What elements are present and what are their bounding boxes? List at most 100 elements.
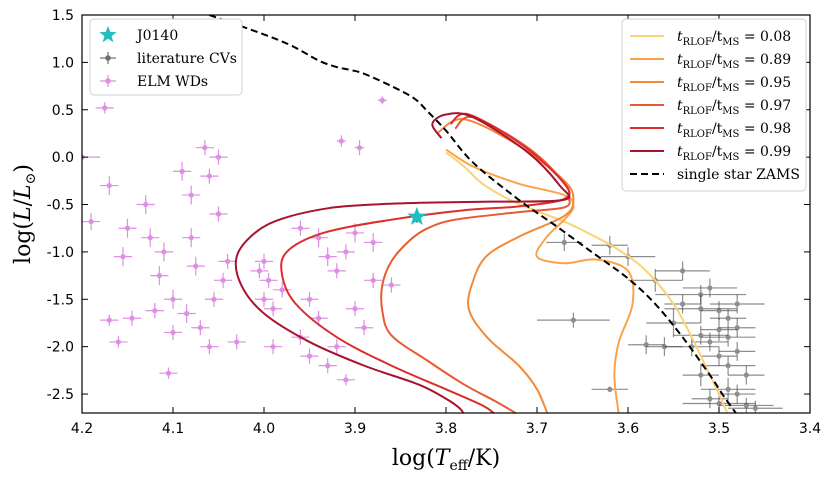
elm-wd-point: [273, 282, 292, 298]
literature-cv-point: [719, 384, 756, 404]
legend-label-part: /t: [712, 52, 723, 68]
x-tick-label: 3.5: [708, 421, 730, 437]
legend-label-part: RLOF: [683, 83, 712, 94]
y-tick-label: -2.5: [47, 387, 74, 403]
literature-cv-point: [655, 261, 710, 281]
legend-label: J0140: [135, 28, 178, 44]
elm-wd-point: [150, 266, 169, 286]
legend-label-part: /t: [712, 144, 723, 160]
elm-wd-point: [200, 339, 219, 355]
elm-wd-point: [345, 301, 365, 317]
elm-wd-point: [141, 228, 160, 248]
elm-wd-point: [364, 272, 383, 288]
legend-label-part: MS: [722, 60, 739, 71]
elm-wd-point: [336, 244, 355, 260]
zams-line: [209, 15, 738, 413]
errorbar-point-icon: [100, 52, 116, 64]
legend-label: tRLOF/tMS = 0.95: [677, 75, 791, 94]
legend-label-part: MS: [722, 129, 739, 140]
y-tick-label: -0.5: [47, 198, 74, 214]
x-tick-label: 3.7: [526, 421, 548, 437]
legend-label-part: RLOF: [683, 152, 712, 163]
elm-wd-point: [177, 304, 196, 323]
elm-wd-point: [218, 253, 237, 269]
y-tick-label: 0.5: [52, 103, 74, 119]
elm-wd-point: [382, 277, 401, 293]
legend-label-part: t: [677, 121, 683, 137]
star-icon: [99, 26, 117, 43]
legend-label-part: t: [677, 144, 683, 160]
elm-wd-point: [300, 348, 319, 364]
y-tick-label: 1.0: [52, 55, 74, 71]
elm-wd-point: [336, 135, 346, 147]
legend-label-part: MS: [722, 37, 739, 48]
elm-wd-point: [163, 324, 183, 341]
literature-cv-series: [537, 233, 783, 413]
elm-wd-point: [191, 320, 210, 336]
literature-cv-point: [682, 278, 738, 298]
zams-series: [209, 15, 738, 413]
literature-cv-point: [546, 233, 583, 251]
elm-wd-point: [254, 253, 274, 269]
legend-label: tRLOF/tMS = 0.97: [677, 98, 791, 117]
legend-label-part: = 0.08: [739, 29, 791, 45]
literature-cv-point: [728, 365, 765, 385]
legend-item-cv: literature CVs: [100, 51, 237, 67]
legend-item-elm: ELM WDs: [100, 74, 208, 90]
legend-label-part: /t: [712, 98, 723, 114]
literature-cv-point: [682, 363, 719, 387]
elm-wd-point: [309, 228, 328, 248]
legend-label: tRLOF/tMS = 0.98: [677, 121, 791, 140]
legend-item-track-2: tRLOF/tMS = 0.95: [630, 75, 791, 94]
track-line-4: [280, 112, 571, 413]
elm-wd-point: [154, 242, 173, 262]
j0140-star: [407, 206, 427, 225]
literature-cv-point: [719, 318, 756, 338]
elm-wd-point: [163, 289, 183, 309]
elm-wd-point: [213, 272, 233, 288]
elm-wd-point: [227, 334, 246, 350]
legend-item-track-1: tRLOF/tMS = 0.89: [630, 52, 791, 71]
legend-label-part: = 0.99: [739, 144, 791, 160]
literature-cv-point: [728, 400, 783, 413]
axis-ticks: 4.2 4.1 4.0 3.9 3.8 3.7 3.6 3.5 3.4 1.5 1.0 0.5 0.0 -…: [47, 8, 822, 437]
legend-label-part: t: [677, 29, 683, 45]
x-tick-label: 3.8: [435, 421, 457, 437]
elm-wd-point: [195, 140, 214, 156]
elm-wd-point: [136, 195, 155, 214]
literature-cv-point: [700, 346, 738, 366]
legend-label-part: RLOF: [683, 106, 712, 117]
legend-label: tRLOF/tMS = 0.08: [677, 29, 791, 48]
elm-wd-point: [173, 161, 192, 181]
elm-wd-point: [159, 367, 178, 379]
legend-label-part: MS: [722, 83, 739, 94]
elm-wd-point: [145, 303, 164, 319]
literature-cv-point: [664, 294, 701, 314]
j0140-series: [407, 206, 427, 225]
elm-wd-point: [364, 232, 383, 252]
elm-wd-point: [327, 339, 346, 355]
legend-item-track-4: tRLOF/tMS = 0.98: [630, 121, 791, 140]
legend-label-part: t: [677, 52, 683, 68]
elm-wd-point: [264, 301, 283, 317]
legend-label-part: = 0.97: [739, 98, 791, 114]
y-tick-label: -1.0: [47, 245, 74, 261]
legend-item-track-0: tRLOF/tMS = 0.08: [630, 29, 791, 48]
x-tick-label: 4.1: [162, 421, 184, 437]
y-tick-label: 1.5: [52, 8, 74, 24]
elm-wd-point: [100, 176, 119, 196]
legend-item-zams: single star ZAMS: [630, 167, 800, 183]
y-tick-label: 0.0: [52, 150, 74, 166]
elm-wd-point: [204, 291, 224, 307]
elm-wd-series: [82, 96, 401, 386]
elm-wd-point: [377, 96, 387, 105]
legend-label-part: RLOF: [683, 60, 712, 71]
elm-wd-point: [250, 263, 269, 279]
legend-label-part: = 0.89: [739, 52, 791, 68]
legend-label-part: t: [677, 75, 683, 91]
elm-wd-point: [82, 213, 101, 231]
legend-label-part: MS: [722, 106, 739, 117]
legend-label-part: RLOF: [683, 37, 712, 48]
elm-wd-point: [318, 358, 337, 374]
